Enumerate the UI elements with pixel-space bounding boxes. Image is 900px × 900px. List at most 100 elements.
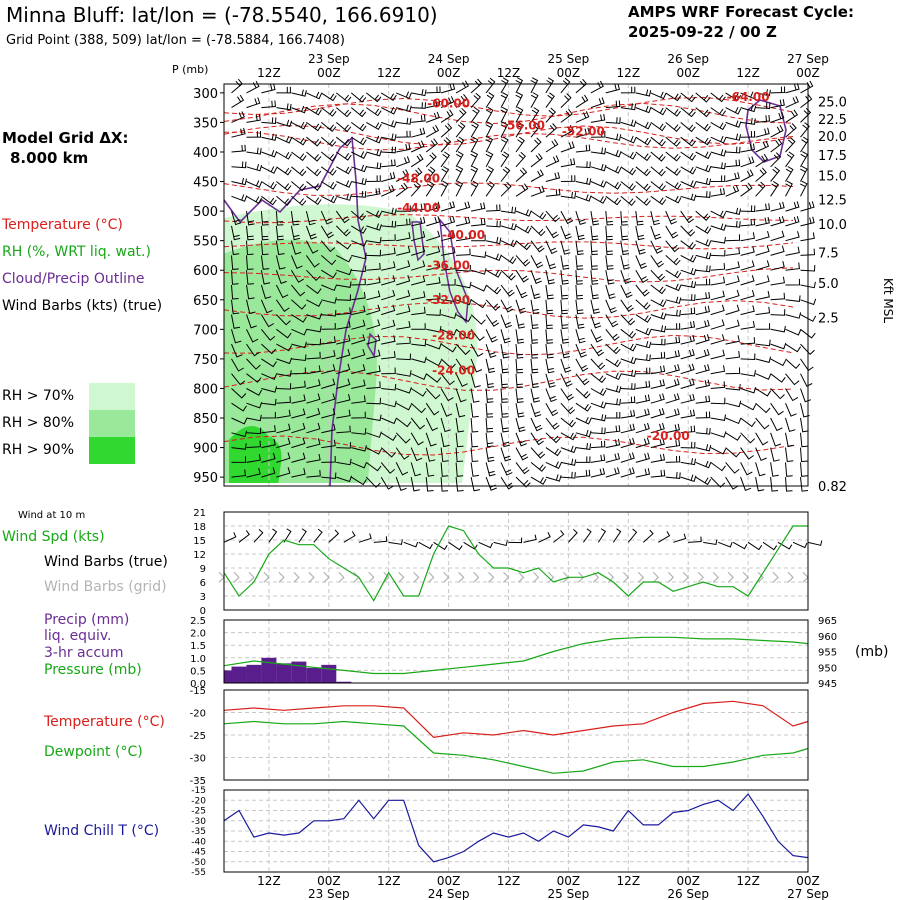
wind-barb-631 [575,225,585,241]
wind-barb-224 [351,190,367,198]
wind-barb-227 [351,240,367,247]
wind-barb-70 [260,314,275,328]
wind-barb-531 [515,344,524,359]
wind-barb-1043 [800,328,816,339]
wind-barb-213 [336,425,351,434]
grid-barb-13 [398,571,405,583]
wind-barb-419 [455,281,472,289]
wind-barb-667 [590,358,606,370]
wind-barb-542 [530,92,539,108]
true-barb-27 [612,528,622,543]
wind-barb-877 [710,263,726,271]
wind-barb-788 [665,151,681,162]
wind-barb-615 [560,388,574,401]
wind-barb-529 [515,314,526,329]
wind-barb-339 [411,291,426,301]
wind-barb-76 [261,398,277,406]
wind-barb-501 [500,299,514,313]
wind-barb-211 [336,393,351,404]
wind-barb-710 [620,195,636,207]
wind-barb-998 [770,462,779,477]
wind-barb-194 [336,151,352,161]
precip-bar-8 [321,664,337,683]
wind-barb-84 [276,119,293,128]
wind-barb-216 [336,475,352,483]
bottom-day-label-1: 23 Sep [308,887,350,900]
wind-barb-100 [276,357,293,365]
wind-barb-534 [515,388,524,403]
wind-barb-830 [680,363,695,375]
wind-barb-441 [471,202,486,212]
true-barb-12 [388,539,403,545]
wind-barb-221 [351,151,367,159]
wind-barb-781 [650,438,665,449]
wind-barb-689 [605,284,616,300]
wind-barb-591 [545,432,561,444]
temperature-line [223,700,809,738]
wind-barb-477 [485,343,497,359]
wind-barb-68 [260,284,272,300]
wind-barb-965 [755,373,772,380]
wind-barb-212 [336,409,351,419]
wind-barb-780 [650,422,665,434]
wind-barb-757 [650,91,667,100]
wind-barb-186 [321,423,336,434]
wind-barb-244 [365,92,382,103]
wind-barb-1028 [800,94,813,108]
wind-barb-860 [695,411,711,419]
wind-barb-885 [710,381,726,389]
wind-barb-952 [755,167,767,182]
wind-barb-528 [515,299,527,314]
wind-barb-136 [306,91,323,100]
wind-barb-697 [605,398,621,406]
wind-barb-282 [381,247,396,256]
wind-barb-407 [455,93,468,108]
wind-barb-257 [366,276,381,286]
wind-barb-903 [725,247,741,256]
wind-barb-656 [590,195,607,204]
wind-barb-487 [500,77,509,94]
wind-barb-822 [680,254,697,263]
wind-barb-107 [276,452,291,463]
height-tick-5: 15.0 [818,170,847,185]
wind-barb-182 [321,364,336,375]
wind-barb-424 [455,358,470,372]
wind-barb-942 [740,432,756,444]
wind-barb-41 [246,284,255,300]
wind-barb-700 [605,438,621,449]
wind-barb-318 [396,387,412,394]
wind-barb-560 [530,373,539,389]
wind-barb-122 [291,284,306,297]
wind-barb-909 [725,335,740,345]
wind-barb-690 [605,299,617,314]
wind-barb-2 [231,94,245,109]
wind-barb-235 [351,348,366,360]
height-tick-6: 12.5 [818,193,847,208]
height-axis-label: Kft MSL [881,278,895,323]
wind-barb-771 [650,299,667,308]
true-barb-11 [373,536,388,543]
wind-barb-817 [680,180,697,188]
wind-barb-225 [350,210,367,221]
wind-barb-1052 [800,462,808,477]
wind-barb-842 [695,151,712,160]
wind-barb-959 [755,275,770,286]
temperature-label-1: -64.00 [727,90,770,104]
wind-barb-923 [740,143,755,153]
wind-barb-924 [740,156,755,168]
wind-barb-250 [366,175,381,182]
wind-barb-808 [665,439,681,449]
wind-barb-696 [605,385,622,393]
wind-barb-184 [321,393,336,404]
wind-barb-945 [740,476,752,491]
wind-barb-762 [650,166,666,177]
wind-barb-163 [321,92,337,102]
wind-barb-191 [335,107,352,118]
true-barb-4 [268,528,278,543]
wind-barb-759 [650,121,667,132]
wind-barb-223 [351,177,367,186]
true-barb-2 [238,530,250,543]
wind-barb-275 [381,146,396,154]
grid-barb-6 [293,571,300,583]
wind-barb-975 [770,111,785,123]
